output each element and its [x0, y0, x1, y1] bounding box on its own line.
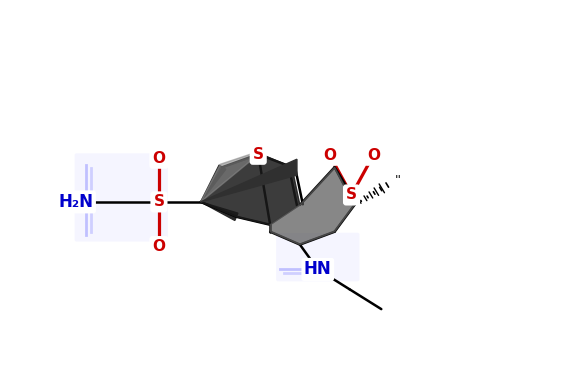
Text: S: S — [153, 195, 165, 209]
Polygon shape — [270, 167, 354, 245]
Text: HN: HN — [304, 260, 332, 279]
Polygon shape — [200, 159, 297, 202]
Text: H₂N: H₂N — [58, 193, 93, 211]
Text: S: S — [253, 147, 264, 162]
Polygon shape — [200, 165, 226, 202]
FancyBboxPatch shape — [74, 153, 168, 242]
Text: S: S — [346, 187, 357, 203]
Polygon shape — [200, 202, 238, 220]
Text: '': '' — [395, 174, 402, 187]
Text: O: O — [367, 148, 380, 163]
Polygon shape — [200, 152, 256, 202]
Text: O: O — [323, 148, 336, 163]
Text: O: O — [153, 239, 165, 254]
Polygon shape — [200, 154, 300, 225]
Text: O: O — [153, 151, 165, 166]
FancyBboxPatch shape — [276, 233, 359, 281]
